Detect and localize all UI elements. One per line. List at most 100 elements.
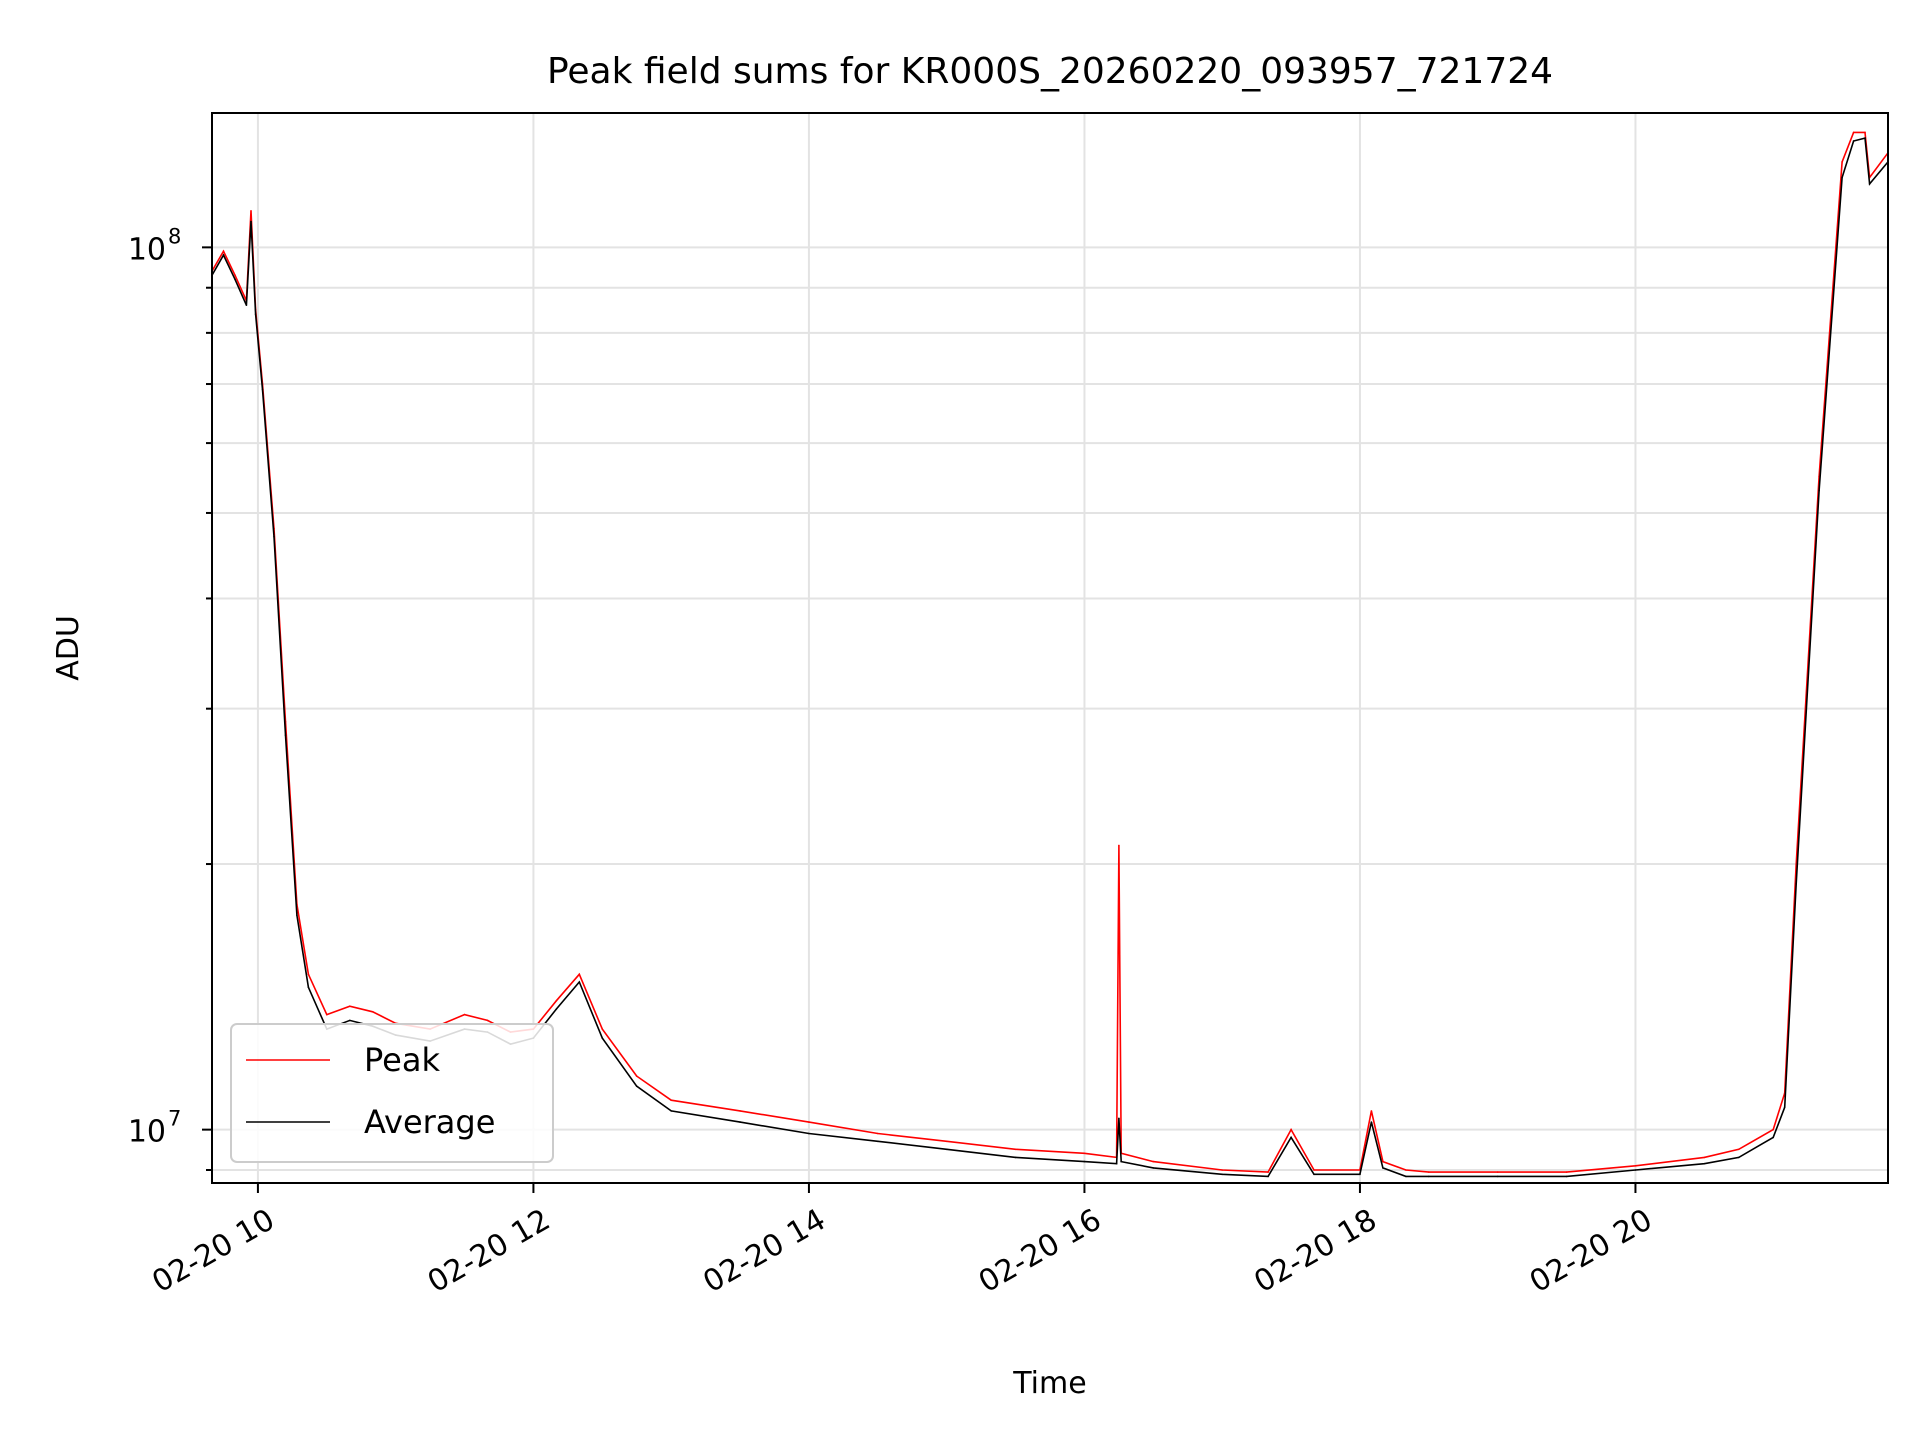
- legend-label-peak: Peak: [364, 1041, 440, 1079]
- y-tick-label: 10: [128, 1115, 166, 1150]
- data-point-peak: [463, 1013, 466, 1016]
- data-point-peak: [1370, 1110, 1373, 1112]
- data-point-average: [1405, 1175, 1407, 1178]
- data-point-average: [739, 1121, 741, 1123]
- series-line-peak: [212, 131, 1888, 1173]
- data-point-average: [349, 1019, 351, 1022]
- data-point-peak: [1405, 1169, 1407, 1171]
- data-point-peak: [1738, 1148, 1740, 1151]
- data-point-peak: [222, 250, 225, 252]
- data-point-average: [1382, 1167, 1384, 1169]
- data-point-average: [1783, 1106, 1786, 1109]
- data-point-average: [1868, 183, 1871, 185]
- data-point-average: [1841, 176, 1843, 179]
- data-point-peak: [1382, 1160, 1384, 1163]
- data-point-peak: [1703, 1156, 1706, 1159]
- data-point-peak: [326, 1013, 328, 1016]
- data-point-peak: [1864, 131, 1866, 134]
- data-point-average: [670, 1110, 672, 1112]
- data-point-average: [945, 1148, 948, 1151]
- data-point-peak: [1152, 1160, 1155, 1163]
- data-point-peak: [1267, 1171, 1269, 1173]
- data-point-peak: [1313, 1169, 1315, 1171]
- data-point-peak: [578, 973, 581, 976]
- data-point-peak: [371, 1011, 374, 1013]
- series-line-average: [212, 137, 1888, 1178]
- data-point-average: [307, 986, 310, 989]
- data-point-peak: [877, 1132, 879, 1135]
- data-point-average: [1120, 1160, 1122, 1163]
- data-point-average: [284, 734, 287, 736]
- data-point-average: [555, 1008, 558, 1010]
- data-point-average: [1290, 1136, 1292, 1139]
- y-tick-label: 10: [128, 232, 166, 267]
- data-point-average: [808, 1132, 810, 1135]
- data-point-peak: [1014, 1148, 1017, 1151]
- data-point-average: [254, 313, 257, 316]
- data-point-average: [601, 1037, 604, 1039]
- data-point-peak: [1221, 1169, 1223, 1171]
- data-point-peak: [808, 1121, 810, 1123]
- data-point-average: [273, 535, 275, 538]
- data-point-average: [1703, 1162, 1706, 1165]
- data-point-peak: [234, 274, 236, 277]
- chart-title: Peak field sums for KR000S_20260220_0939…: [547, 51, 1553, 92]
- legend: Peak Average: [230, 1023, 554, 1163]
- data-point-peak: [1852, 131, 1855, 134]
- data-point-average: [1115, 1162, 1118, 1165]
- data-point-peak: [486, 1019, 489, 1022]
- data-point-average: [1359, 1173, 1361, 1176]
- data-point-peak: [1634, 1165, 1637, 1167]
- data-point-average: [1267, 1175, 1269, 1178]
- data-point-peak: [670, 1099, 672, 1101]
- data-point-average: [1014, 1156, 1017, 1159]
- y-tick-exponent: 7: [168, 1107, 181, 1131]
- data-point-peak: [250, 210, 252, 212]
- data-point-peak: [1841, 161, 1843, 163]
- data-point-average: [1772, 1136, 1774, 1139]
- data-point-average: [1496, 1175, 1499, 1178]
- legend-label-average: Average: [364, 1103, 495, 1141]
- data-point-peak: [1565, 1171, 1568, 1173]
- legend-box: [230, 1023, 554, 1163]
- data-point-peak: [1118, 844, 1120, 847]
- data-point-average: [1313, 1173, 1315, 1176]
- data-point-peak: [349, 1005, 351, 1007]
- y-axis-label: ADU: [51, 615, 86, 681]
- data-point-peak: [1772, 1128, 1774, 1131]
- data-point-average: [222, 254, 225, 256]
- data-point-average: [245, 304, 248, 307]
- data-point-average: [1864, 137, 1866, 139]
- data-point-average: [1083, 1160, 1086, 1163]
- data-point-average: [877, 1140, 879, 1143]
- data-point-average: [1852, 140, 1855, 142]
- data-point-peak: [945, 1140, 948, 1143]
- data-point-average: [1221, 1173, 1223, 1176]
- plot-frame: [211, 112, 1889, 1184]
- data-point-average: [1370, 1121, 1373, 1123]
- data-point-average: [1152, 1167, 1155, 1169]
- data-point-average: [1428, 1175, 1430, 1178]
- data-point-average: [250, 220, 252, 223]
- data-point-peak: [601, 1028, 604, 1030]
- data-point-average: [1634, 1169, 1637, 1171]
- data-point-average: [1565, 1175, 1568, 1178]
- data-point-peak: [739, 1110, 741, 1112]
- data-point-peak: [1428, 1171, 1430, 1173]
- data-point-average: [1818, 489, 1820, 492]
- data-point-average: [1118, 1117, 1120, 1120]
- data-point-average: [234, 278, 236, 281]
- data-point-peak: [307, 973, 310, 976]
- data-point-average: [1738, 1156, 1740, 1159]
- data-point-peak: [635, 1075, 638, 1077]
- data-point-average: [296, 914, 298, 916]
- data-point-average: [635, 1085, 638, 1087]
- data-point-peak: [1083, 1152, 1086, 1155]
- data-point-average: [1795, 882, 1797, 885]
- y-tick-exponent: 8: [168, 224, 181, 248]
- data-point-average: [261, 388, 264, 391]
- data-point-average: [578, 981, 581, 983]
